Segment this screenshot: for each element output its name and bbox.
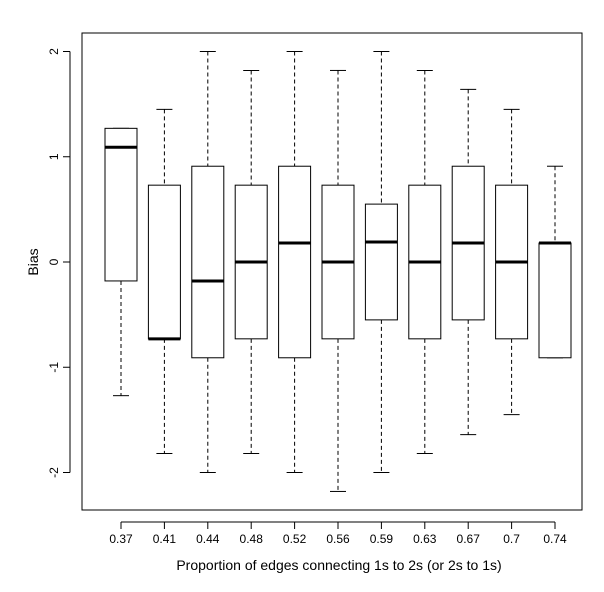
x-axis: 0.37 0.41 0.44 0.48 0.52 0.56 0.59 0.63 0.67 0.7 0… — [109, 521, 567, 546]
x-tick-label: 0.74 — [543, 532, 567, 546]
box-0.37 — [104, 127, 138, 397]
y-tick-label: 0 — [47, 258, 61, 265]
box-0.56 — [321, 69, 355, 492]
x-tick-label: 0.37 — [109, 532, 133, 546]
box-0.63 — [408, 69, 442, 455]
x-tick-label: 0.41 — [153, 532, 177, 546]
x-tick-label: 0.56 — [326, 532, 350, 546]
plot-frame — [81, 32, 583, 511]
x-tick-label: 0.63 — [413, 532, 437, 546]
box-0.48 — [234, 69, 268, 455]
box-iqr — [278, 165, 312, 359]
box-0.52 — [278, 51, 312, 473]
x-tick-label: 0.52 — [283, 532, 307, 546]
y-tick-label: 1 — [47, 153, 61, 160]
x-tick-label: 0.59 — [370, 532, 394, 546]
box-iqr — [538, 242, 572, 359]
x-tick-label: 0.44 — [196, 532, 220, 546]
box-0.59 — [364, 51, 398, 473]
x-tick-label: 0.48 — [240, 532, 264, 546]
box-iqr — [104, 127, 138, 282]
box-iqr — [147, 184, 181, 340]
x-tick-label: 0.67 — [457, 532, 481, 546]
box-0.41 — [147, 108, 181, 455]
x-axis-label: Proportion of edges connecting 1s to 2s … — [176, 557, 501, 573]
y-axis-label: Bias — [25, 248, 41, 275]
y-tick-label: 2 — [47, 48, 61, 55]
boxes-layer — [104, 51, 572, 492]
box-0.74 — [538, 165, 572, 359]
y-tick-label: -1 — [47, 362, 61, 373]
box-0.7 — [495, 108, 529, 416]
box-iqr — [191, 165, 225, 359]
box-iqr — [364, 203, 398, 321]
x-tick-label: 0.7 — [503, 532, 520, 546]
y-tick-label: -2 — [47, 467, 61, 478]
box-0.67 — [451, 88, 485, 436]
box-0.44 — [191, 51, 225, 473]
y-axis: -2 -1 0 1 2 — [47, 48, 71, 478]
